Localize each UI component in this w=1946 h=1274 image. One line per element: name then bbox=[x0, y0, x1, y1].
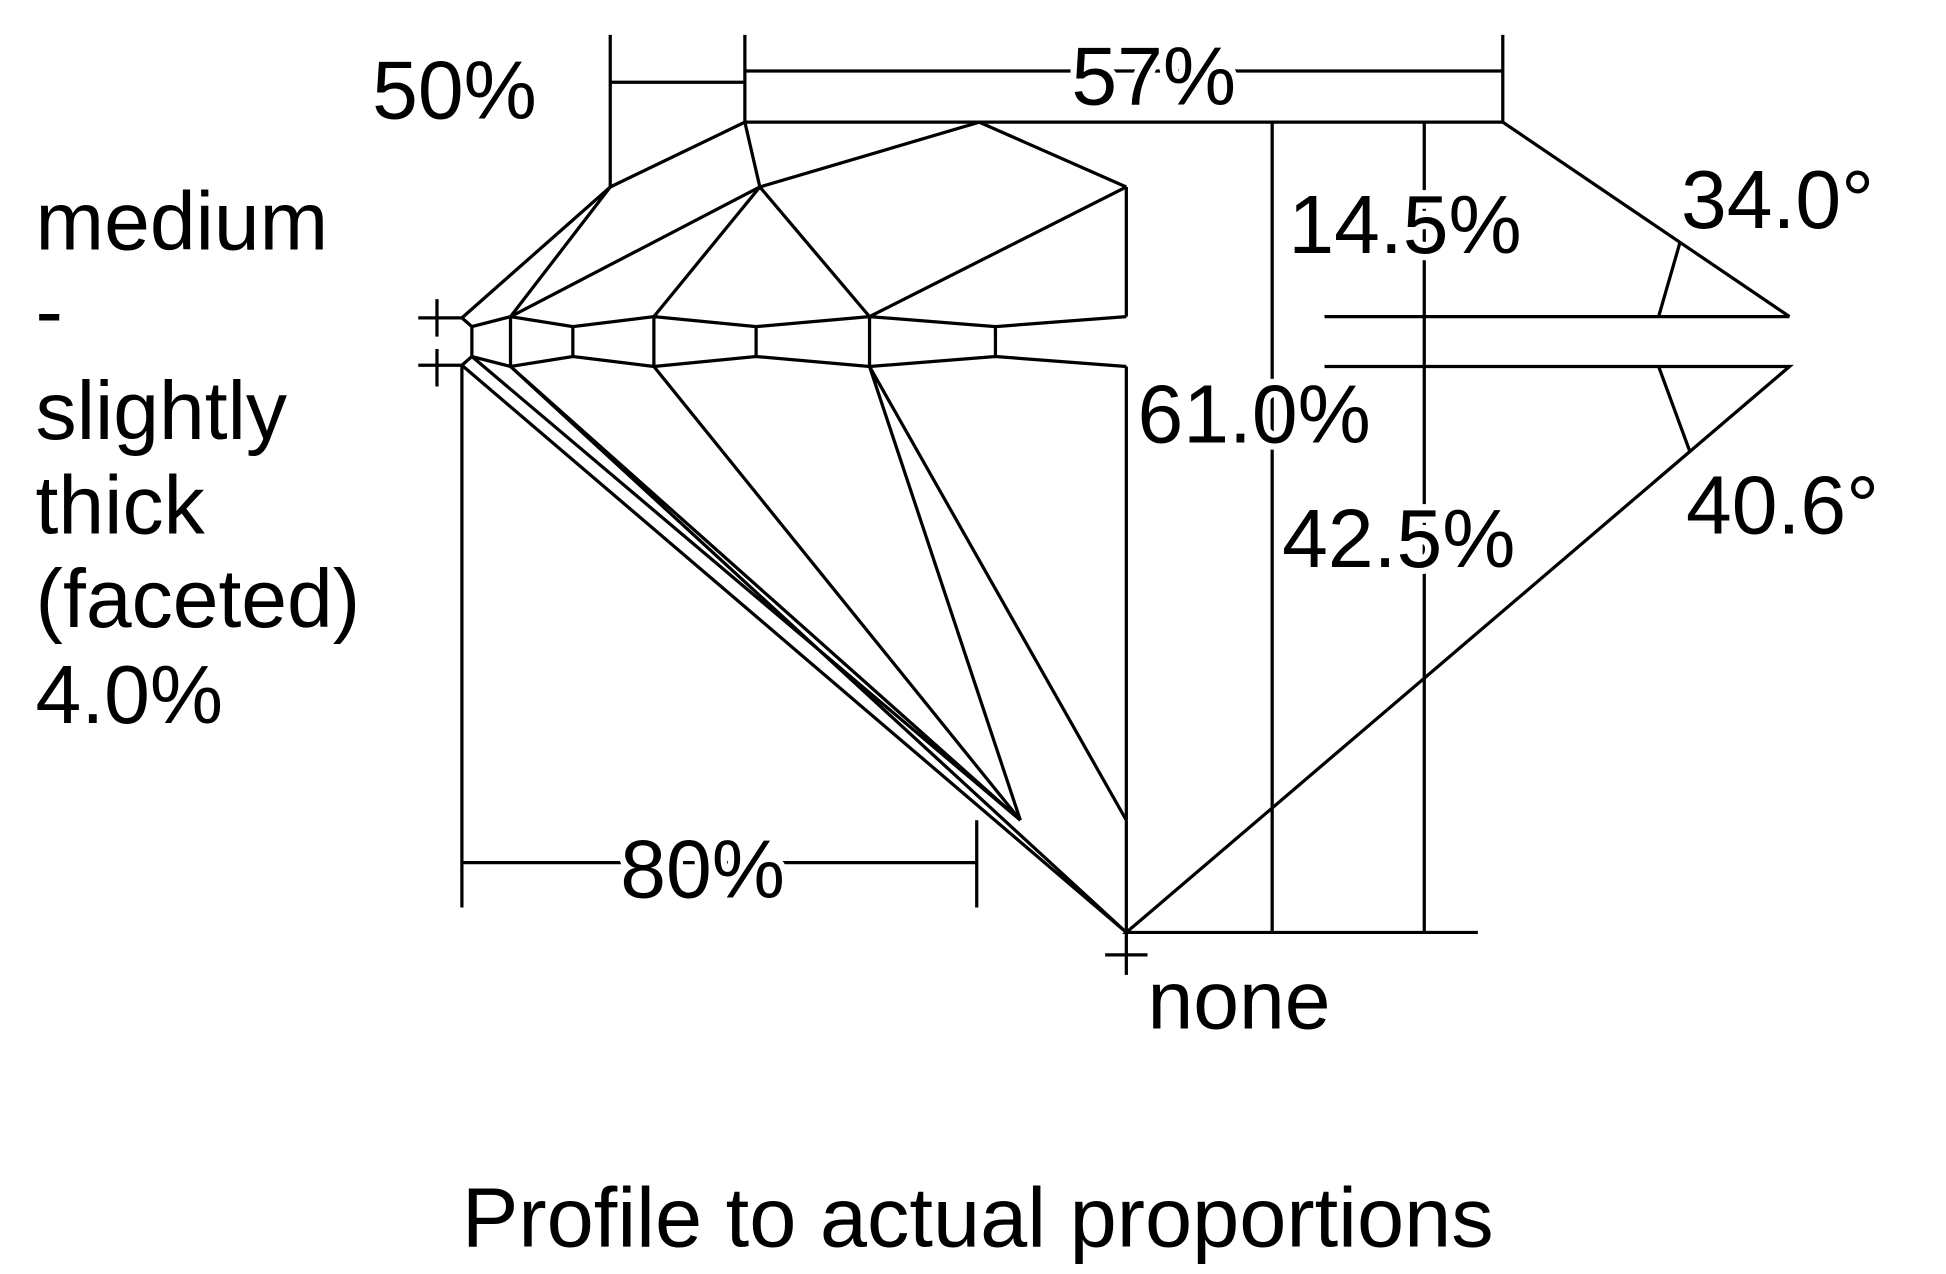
label-girdle-line-4: thick bbox=[36, 461, 206, 552]
label-pavilion-depth: 42.5% bbox=[1282, 494, 1515, 585]
label-girdle-line-3: slightly bbox=[36, 366, 287, 457]
crosshair-marks bbox=[418, 299, 1148, 975]
diagram-caption: Profile to actual proportions bbox=[462, 1170, 1494, 1265]
label-crown-angle: 34.0° bbox=[1681, 155, 1874, 246]
label-culet: none bbox=[1148, 955, 1331, 1046]
pavilion-facets bbox=[460, 355, 1128, 934]
crown-facets bbox=[509, 120, 1128, 319]
label-table: 57% bbox=[1071, 32, 1236, 123]
right-profile bbox=[1121, 315, 1794, 935]
girdle bbox=[460, 186, 1128, 821]
depth-verticals bbox=[1270, 122, 1426, 933]
label-girdle-line-6: 4.0% bbox=[36, 650, 224, 741]
label-star-length: 80% bbox=[620, 825, 785, 916]
label-crown-height: 14.5% bbox=[1288, 180, 1521, 271]
label-girdle-line-2: - bbox=[36, 266, 63, 357]
bottom-dimension-lines bbox=[460, 365, 979, 908]
label-lower-half: 50% bbox=[372, 45, 537, 136]
diamond-profile-lines bbox=[418, 34, 1794, 975]
angle-arcs bbox=[1657, 242, 1692, 452]
label-pavilion-angle: 40.6° bbox=[1686, 461, 1879, 552]
label-total-depth: 61.0% bbox=[1138, 370, 1371, 461]
label-girdle-line-1: medium bbox=[36, 176, 329, 267]
label-girdle-line-5: (faceted) bbox=[36, 554, 361, 645]
top-dimension-lines bbox=[608, 34, 1505, 187]
